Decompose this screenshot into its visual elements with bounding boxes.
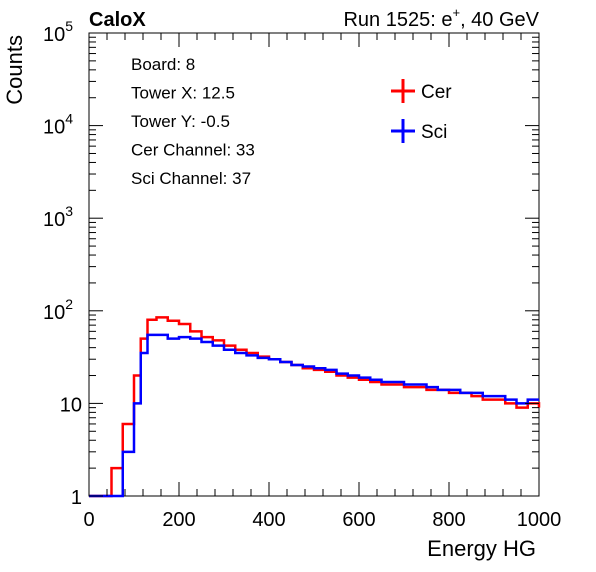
title-run: Run 1525: e	[343, 9, 452, 31]
legend: Cer Sci	[391, 79, 452, 143]
x-tick-label: 0	[83, 509, 94, 531]
x-tick-label: 200	[162, 509, 195, 531]
y-tick-label: 1	[71, 487, 82, 509]
legend-label-sci: Sci	[421, 122, 447, 143]
y-axis-title: Counts	[2, 35, 27, 105]
annotation-line: Tower X: 12.5	[131, 84, 235, 103]
x-axis-title: Energy HG	[427, 536, 536, 561]
y-tick-label: 102	[43, 296, 73, 324]
series-line-cer	[89, 316, 541, 498]
x-tick-label: 800	[432, 509, 465, 531]
y-tick-label: 103	[43, 203, 73, 231]
chart-title-left: CaloX	[89, 9, 146, 31]
y-tick-label: 104	[43, 111, 73, 139]
series-line-sci	[89, 333, 539, 498]
y-tick-label: 10	[60, 394, 82, 416]
annotation-line: Cer Channel: 33	[131, 141, 255, 160]
x-tick-label: 600	[342, 509, 375, 531]
annotation-line: Board: 8	[131, 55, 195, 74]
legend-label-cer: Cer	[421, 82, 452, 103]
title-superscript: +	[452, 5, 460, 20]
info-annotations: Board: 8 Tower X: 12.5 Tower Y: -0.5 Cer Ch…	[131, 55, 255, 188]
x-tick-label: 400	[252, 509, 285, 531]
annotation-line: Tower Y: -0.5	[131, 112, 230, 131]
plot-frame	[88, 32, 540, 497]
annotation-line: Sci Channel: 37	[131, 169, 251, 188]
y-tick-label: 105	[43, 18, 73, 46]
title-energy: , 40 GeV	[460, 9, 540, 31]
x-tick-label: 1000	[517, 509, 562, 531]
chart-title-right: Run 1525: e+, 40 GeV	[343, 5, 539, 31]
